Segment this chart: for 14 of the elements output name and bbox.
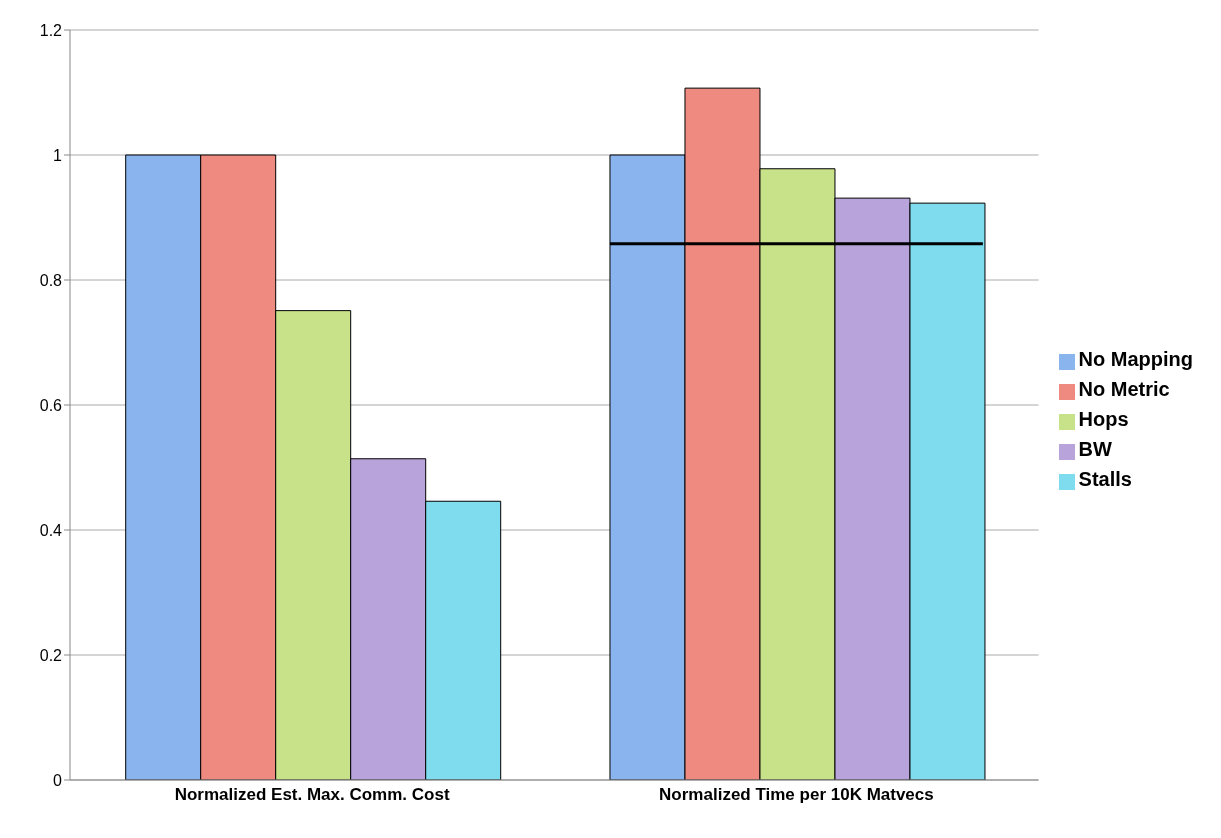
legend-label: BW <box>1078 438 1112 460</box>
y-tick-label: 1 <box>53 146 63 164</box>
legend-label: Hops <box>1078 408 1129 430</box>
y-tick-label: 1.2 <box>39 21 63 39</box>
y-tick-label: 0.4 <box>39 521 63 539</box>
y-tick-label: 0.6 <box>39 396 63 414</box>
x-tick-label: Normalized Est. Max. Comm. Cost <box>174 785 450 805</box>
x-tick-label: Normalized Time per 10K Matvecs <box>659 785 934 805</box>
legend-label: Stalls <box>1078 468 1132 490</box>
legend-label: No Mapping <box>1078 348 1193 370</box>
y-tick-label: 0 <box>53 771 63 789</box>
y-tick-label: 0.8 <box>39 271 63 289</box>
y-tick-label: 0.2 <box>39 646 63 664</box>
legend-label: No Metric <box>1078 378 1170 400</box>
